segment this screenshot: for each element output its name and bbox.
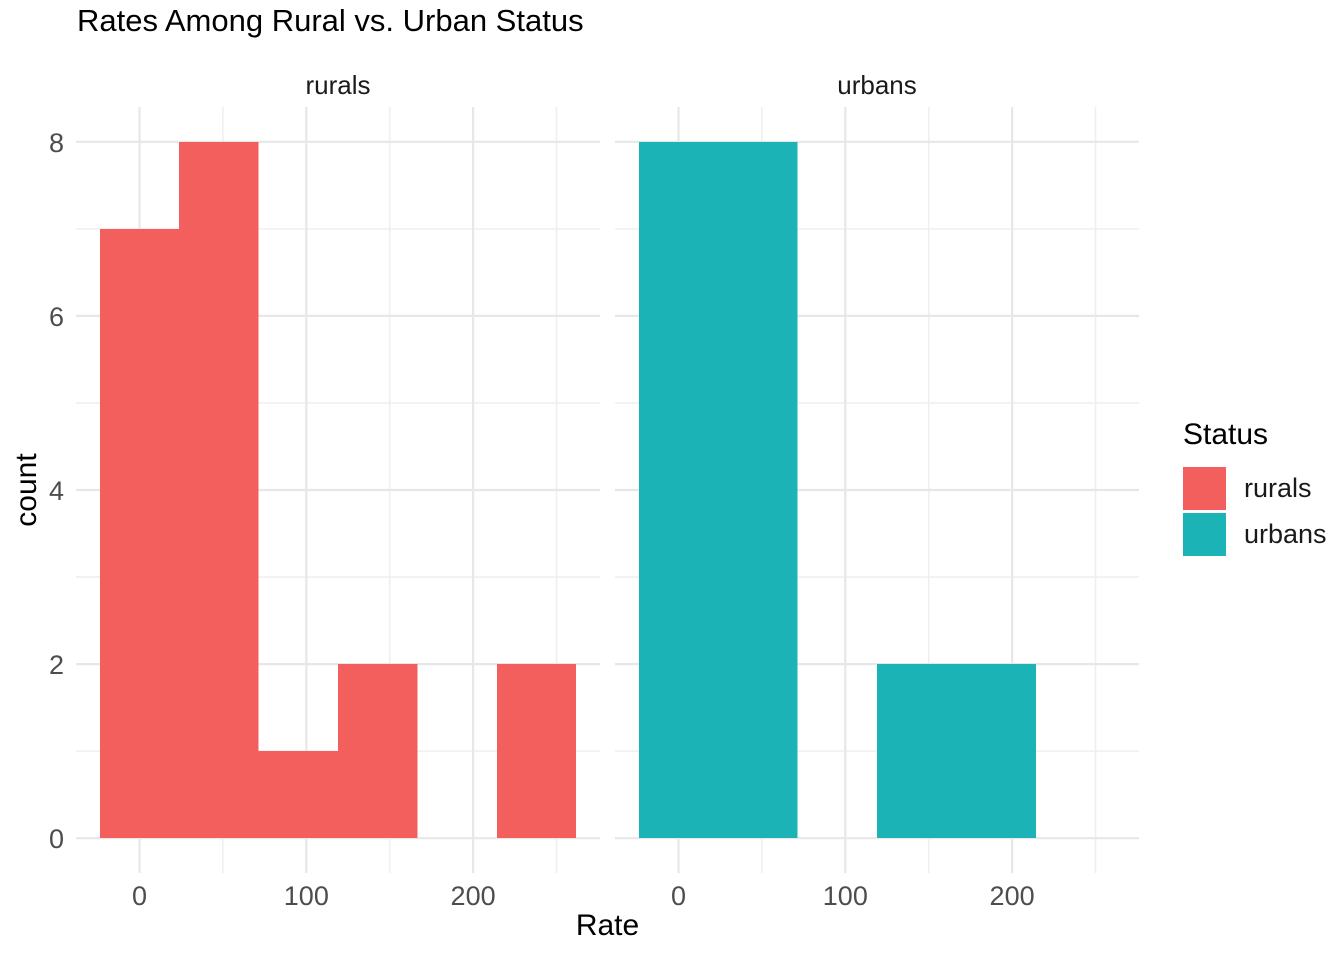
x-tick-labels-rurals: 0 100 200 xyxy=(132,881,496,911)
legend-title: Status xyxy=(1183,418,1269,451)
y-tick-label: 2 xyxy=(49,650,64,680)
histogram-bar xyxy=(258,751,338,839)
legend-swatch-urbans xyxy=(1183,513,1226,556)
y-tick-label: 0 xyxy=(49,824,64,854)
legend-item-rurals: rurals xyxy=(1183,467,1327,510)
facet-strip-urbans: urbans xyxy=(837,70,917,100)
x-tick-label: 100 xyxy=(823,881,868,911)
histogram-bar xyxy=(99,228,180,839)
x-tick-label: 100 xyxy=(284,881,329,911)
x-tick-labels-urbans: 0 100 200 xyxy=(671,881,1035,911)
histogram-bar xyxy=(956,664,1036,839)
y-tick-label: 8 xyxy=(49,128,64,158)
x-tick-label: 200 xyxy=(451,881,496,911)
legend: Status rurals urbans xyxy=(1183,420,1327,559)
histogram-bar xyxy=(638,141,719,839)
bars-rurals xyxy=(99,141,577,839)
chart-title: Rates Among Rural vs. Urban Status xyxy=(77,3,584,38)
histogram-bar xyxy=(338,664,418,839)
histogram-bar xyxy=(179,141,259,839)
bars-urbans xyxy=(638,141,1036,839)
x-tick-label: 200 xyxy=(990,881,1035,911)
histogram-bar xyxy=(877,664,957,839)
legend-label-urbans: urbans xyxy=(1244,519,1327,549)
facet-strip-rurals: rurals xyxy=(305,70,371,100)
histogram-bar xyxy=(496,664,577,839)
y-tick-label: 6 xyxy=(49,302,64,332)
legend-label-rurals: rurals xyxy=(1244,473,1312,503)
legend-item-urbans: urbans xyxy=(1183,513,1327,556)
histogram-bar xyxy=(718,141,798,839)
y-tick-labels: 0 2 4 6 8 xyxy=(49,128,64,854)
y-axis-title: count xyxy=(10,453,43,527)
y-tick-label: 4 xyxy=(49,476,64,506)
x-tick-label: 0 xyxy=(132,881,147,911)
legend-swatch-rurals xyxy=(1183,467,1226,510)
x-tick-label: 0 xyxy=(671,881,686,911)
x-axis-title: Rate xyxy=(575,909,640,942)
